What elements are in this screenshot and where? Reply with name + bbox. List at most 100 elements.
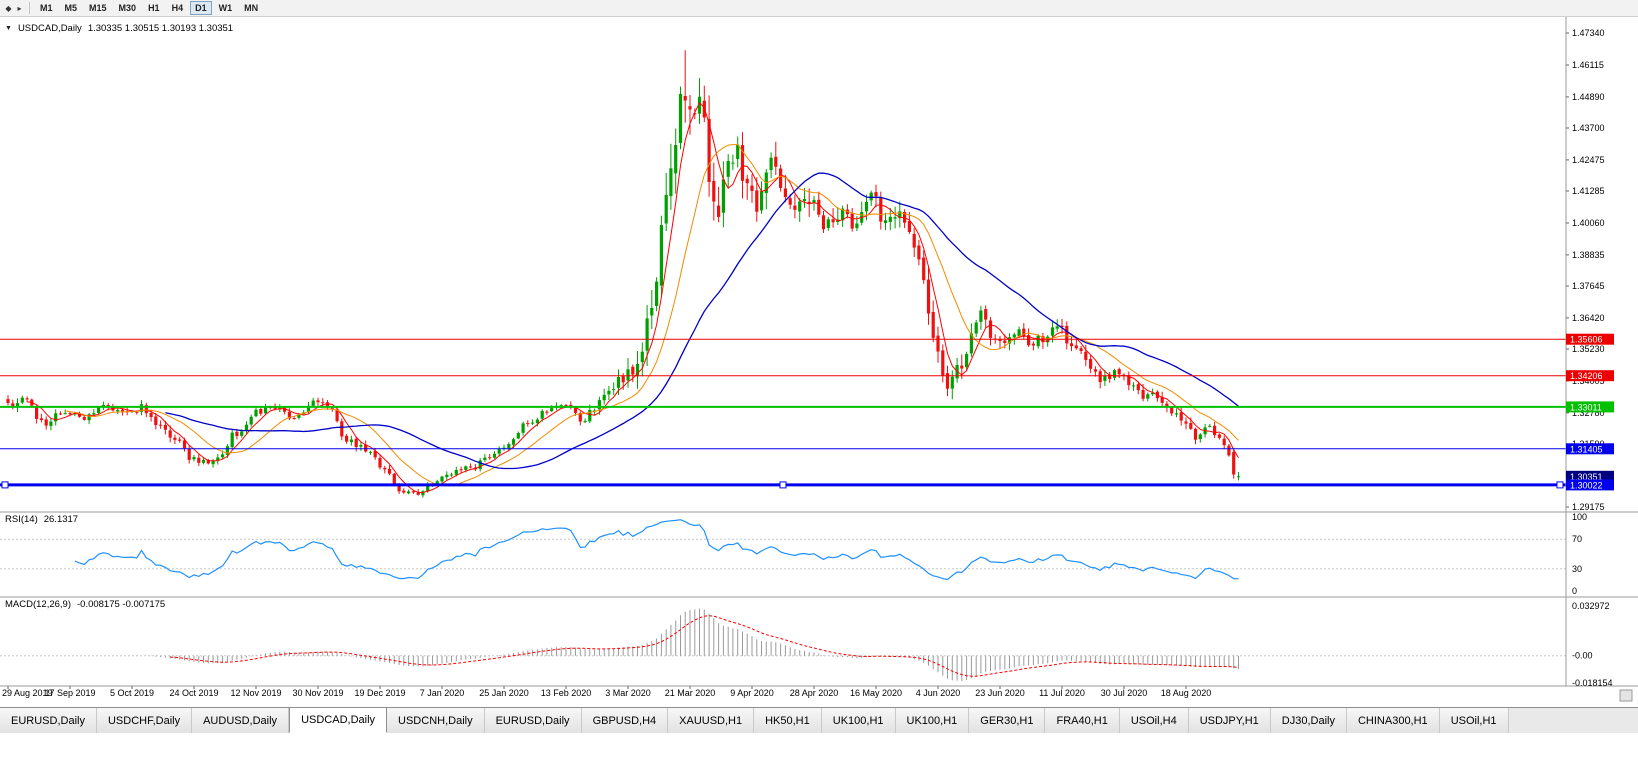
tab-uk100-h1[interactable]: UK100,H1 — [821, 708, 896, 733]
tab-china300-h1[interactable]: CHINA300,H1 — [1346, 708, 1440, 733]
svg-text:30 Jul 2020: 30 Jul 2020 — [1101, 688, 1148, 698]
macd-signal-line — [170, 615, 1239, 677]
tab-xauusd-h1[interactable]: XAUUSD,H1 — [668, 708, 755, 733]
tab-usoil-h1[interactable]: USOil,H1 — [1439, 708, 1509, 733]
line-price-tag — [1566, 401, 1614, 413]
svg-text:25 Jan 2020: 25 Jan 2020 — [479, 688, 529, 698]
svg-text:1.30022: 1.30022 — [1570, 480, 1603, 490]
timeframe-m30[interactable]: M30 — [114, 1, 142, 15]
macd-name: MACD(12,26,9) — [5, 599, 71, 610]
svg-text:30: 30 — [1572, 564, 1582, 574]
svg-text:1.47340: 1.47340 — [1572, 28, 1605, 38]
line-price-tag — [1566, 333, 1614, 345]
line-selection-handle[interactable] — [1, 481, 9, 489]
tab-eurusd-daily-2[interactable]: EURUSD,Daily — [484, 708, 582, 733]
chart-tabs-bar: EURUSD,Daily USDCHF,Daily AUDUSD,Daily U… — [0, 707, 1638, 733]
timeframe-m5[interactable]: M5 — [60, 1, 83, 15]
rsi-label: RSI(14) 26.1317 — [5, 514, 78, 525]
svg-text:1.35230: 1.35230 — [1572, 344, 1605, 354]
rsi-panel — [0, 538, 1566, 570]
svg-text:3 Mar 2020: 3 Mar 2020 — [605, 688, 651, 698]
svg-text:-0.00: -0.00 — [1572, 651, 1593, 661]
svg-text:7 Jan 2020: 7 Jan 2020 — [420, 688, 465, 698]
svg-text:24 Oct 2019: 24 Oct 2019 — [169, 688, 218, 698]
timeframe-w1[interactable]: W1 — [214, 1, 238, 15]
svg-text:1.44890: 1.44890 — [1572, 92, 1605, 102]
tab-audusd-daily[interactable]: AUDUSD,Daily — [192, 708, 290, 733]
toolbar-expand-icon[interactable]: ▸ — [17, 3, 22, 13]
chart-ohlc: 1.30335 1.30515 1.30193 1.30351 — [87, 23, 234, 34]
svg-text:1.41285: 1.41285 — [1572, 186, 1605, 196]
svg-text:1.46115: 1.46115 — [1572, 60, 1604, 70]
tab-ger30-h1[interactable]: GER30,H1 — [969, 708, 1046, 733]
bottom-filler — [0, 733, 1638, 762]
tab-usdchf-daily[interactable]: USDCHF,Daily — [96, 708, 193, 733]
svg-text:1.43700: 1.43700 — [1572, 123, 1605, 133]
svg-text:11 Jul 2020: 11 Jul 2020 — [1039, 688, 1085, 698]
svg-text:100: 100 — [1572, 512, 1587, 522]
chart-symbol-period: USDCAD,Daily — [17, 23, 82, 34]
svg-text:9 Apr 2020: 9 Apr 2020 — [730, 688, 774, 698]
chart-grip-icon[interactable]: ◆ — [5, 3, 12, 13]
svg-text:12 Nov 2019: 12 Nov 2019 — [230, 688, 281, 698]
ma-fast-line — [27, 101, 1239, 493]
svg-text:1.42475: 1.42475 — [1572, 155, 1605, 165]
svg-text:1.32780: 1.32780 — [1572, 408, 1605, 418]
ma-medium-line — [65, 144, 1239, 487]
svg-text:-0.018154: -0.018154 — [1572, 678, 1613, 688]
svg-text:1.34206: 1.34206 — [1570, 371, 1603, 381]
svg-text:70: 70 — [1572, 534, 1582, 544]
collapse-chart-icon[interactable]: ▼ — [5, 25, 12, 32]
rsi-current-value: 26.1317 — [43, 514, 79, 525]
line-price-tag — [1566, 479, 1614, 491]
svg-text:16 May 2020: 16 May 2020 — [850, 688, 902, 698]
tab-usoil-h4[interactable]: USOil,H4 — [1119, 708, 1189, 733]
rsi-line — [74, 519, 1239, 581]
price-axis[interactable]: 1.47340 1.46115 1.44890 1.43700 1.42475 1.412… — [1566, 28, 1614, 688]
macd-label: MACD(12,26,9) -0.008175 -0.007175 — [5, 599, 165, 610]
tab-usdcnh-daily[interactable]: USDCNH,Daily — [387, 708, 485, 733]
tab-gbpusd-h4[interactable]: GBPUSD,H4 — [581, 708, 669, 733]
timeframe-h4[interactable]: H4 — [167, 1, 189, 15]
timeframe-d1[interactable]: D1 — [190, 1, 212, 15]
svg-text:30 Nov 2019: 30 Nov 2019 — [292, 688, 343, 698]
timeframe-m1[interactable]: M1 — [35, 1, 58, 15]
svg-text:1.35606: 1.35606 — [1570, 335, 1603, 345]
timeframe-mn[interactable]: MN — [239, 1, 263, 15]
tab-hk50-h1[interactable]: HK50,H1 — [754, 708, 822, 733]
svg-text:0: 0 — [1572, 586, 1577, 596]
tab-fra40-h1[interactable]: FRA40,H1 — [1045, 708, 1120, 733]
svg-text:4 Jun 2020: 4 Jun 2020 — [916, 688, 961, 698]
line-selection-handle[interactable] — [1556, 481, 1564, 489]
line-price-tag — [1566, 370, 1614, 382]
line-selection-handle[interactable] — [779, 481, 787, 489]
chart-background — [0, 17, 1638, 707]
svg-text:18 Aug 2020: 18 Aug 2020 — [1161, 688, 1212, 698]
price-chart[interactable]: 1.47340 1.46115 1.44890 1.43700 1.42475 1.412… — [0, 17, 1638, 707]
tab-uk100-h1-2[interactable]: UK100,H1 — [895, 708, 970, 733]
timeframe-h1[interactable]: H1 — [143, 1, 165, 15]
tab-eurusd-daily[interactable]: EURUSD,Daily — [0, 708, 97, 733]
tab-usdjpy-h1[interactable]: USDJPY,H1 — [1188, 708, 1271, 733]
axis-scroll-grip[interactable] — [1619, 689, 1633, 702]
svg-text:28 Apr 2020: 28 Apr 2020 — [790, 688, 839, 698]
svg-text:0.032972: 0.032972 — [1572, 601, 1610, 611]
horizontal-lines-layer[interactable] — [0, 338, 1566, 489]
tab-usdcad-daily[interactable]: USDCAD,Daily — [289, 708, 388, 733]
svg-text:1.33011: 1.33011 — [1570, 402, 1602, 412]
svg-text:1.29175: 1.29175 — [1572, 502, 1605, 512]
svg-text:19 Dec 2019: 19 Dec 2019 — [354, 688, 405, 698]
timeframe-m15[interactable]: M15 — [84, 1, 112, 15]
svg-text:21 Mar 2020: 21 Mar 2020 — [665, 688, 716, 698]
macd-current-values: -0.008175 -0.007175 — [77, 599, 166, 610]
svg-text:1.38835: 1.38835 — [1572, 250, 1605, 260]
svg-text:1.30351: 1.30351 — [1570, 472, 1603, 482]
svg-text:17 Sep 2019: 17 Sep 2019 — [44, 688, 95, 698]
svg-text:29 Aug 2019: 29 Aug 2019 — [2, 688, 53, 698]
tab-dj30-daily[interactable]: DJ30,Daily — [1270, 708, 1347, 733]
svg-text:1.40060: 1.40060 — [1572, 218, 1605, 228]
svg-text:1.36420: 1.36420 — [1572, 313, 1605, 323]
current-price-tag — [1566, 470, 1614, 482]
timeframe-toolbar: ◆ ▸ M1 M5 M15 M30 H1 H4 D1 W1 MN — [0, 0, 1638, 17]
